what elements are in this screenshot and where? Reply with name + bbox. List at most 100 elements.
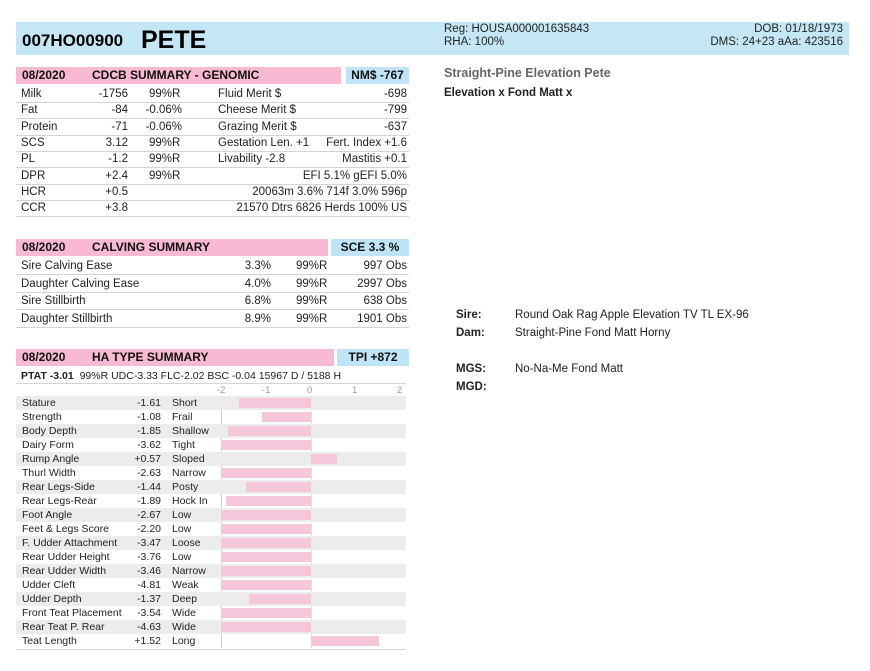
type-bar: [225, 496, 311, 506]
type-descriptor: Hock In: [172, 495, 208, 507]
type-bar: [221, 566, 311, 576]
merit-value: -698: [383, 88, 407, 100]
merit-label: 21570 Dtrs 6826 Herds 100% US: [236, 202, 407, 215]
dam-label: Dam:: [456, 327, 485, 339]
date-of-birth: DOB: 01/18/1973: [754, 23, 843, 35]
calving-value: 3.3%: [244, 260, 271, 272]
type-bar: [221, 580, 311, 590]
type-value: -2.67: [137, 509, 161, 521]
scale-tick-label: 0: [307, 385, 313, 396]
type-section-header: 08/2020 HA TYPE SUMMARY TPI +872: [16, 349, 409, 366]
genomic-index-badge: NM$ -767: [346, 67, 409, 84]
calving-title: CALVING SUMMARY: [92, 240, 210, 254]
trait-value: +3.8: [105, 202, 128, 215]
type-trait: Rear Legs-Side: [22, 481, 95, 493]
calving-index-badge: SCE 3.3 %: [331, 239, 409, 256]
calving-trait: Sire Stillbirth: [21, 295, 86, 307]
merit-label: Grazing Merit $: [218, 120, 297, 133]
genomic-row: CCR +3.8 21570 Dtrs 6826 Herds 100% US: [16, 200, 409, 218]
type-value: -1.44: [137, 481, 161, 493]
type-trait: Teat Length: [22, 635, 77, 647]
type-trait: F. Udder Attachment: [22, 537, 118, 549]
trait-reliability: 99%R: [149, 136, 181, 149]
type-value: -3.54: [137, 607, 161, 619]
type-row: F. Udder Attachment -3.47 Loose: [16, 536, 406, 550]
type-row: Thurl Width -2.63 Narrow: [16, 466, 406, 480]
calving-obs: 1901 Obs: [357, 312, 407, 325]
type-value: -4.81: [137, 579, 161, 591]
scale-tick-label: -1: [262, 385, 271, 396]
type-row: Body Depth -1.85 Shallow: [16, 424, 406, 438]
type-descriptor: Weak: [172, 579, 199, 591]
trait-name: Protein: [21, 120, 58, 133]
type-title: HA TYPE SUMMARY: [92, 350, 209, 364]
type-date: 08/2020: [22, 350, 66, 364]
merit-value: -637: [383, 120, 407, 133]
merit-value: Fert. Index +1.6: [326, 136, 407, 149]
trait-reliability: 99%R: [149, 153, 181, 166]
type-trait: Thurl Width: [22, 467, 76, 479]
merit-value: -799: [383, 104, 407, 117]
type-descriptor: Tight: [172, 439, 195, 451]
merit-value: Mastitis +0.1: [342, 153, 407, 166]
genomic-row: PL -1.2 99%R Livability -2.8 Mastitis +0.1: [16, 151, 409, 169]
calving-row: Daughter Calving Ease 4.0% 99%R 2997 Obs: [16, 276, 409, 293]
type-bar: [249, 594, 311, 604]
type-trait: Rear Udder Height: [22, 551, 110, 563]
sire-name: Round Oak Rag Apple Elevation TV TL EX-9…: [515, 309, 749, 321]
registration-block: Reg: HOUSA000001635843 RHA: 100%: [444, 23, 589, 49]
type-descriptor: Narrow: [172, 565, 206, 577]
type-value: -2.20: [137, 523, 161, 535]
trait-value: -1756: [98, 88, 128, 100]
trait-reliability: 99%R: [149, 88, 181, 100]
merit-label: Livability -2.8: [218, 153, 286, 166]
type-bar: [221, 552, 311, 562]
type-descriptor: Wide: [172, 607, 196, 619]
type-bar: [227, 426, 311, 436]
merit-label: Cheese Merit $: [218, 104, 296, 117]
type-row: Udder Cleft -4.81 Weak: [16, 578, 406, 592]
type-row: Rear Udder Width -3.46 Narrow: [16, 564, 406, 578]
calving-reliability: 99%R: [296, 312, 328, 325]
genomic-row: Milk -1756 99%R Fluid Merit $ -698: [16, 86, 409, 103]
genomic-date: 08/2020: [22, 68, 66, 82]
type-bar: [221, 510, 311, 520]
trait-name: Fat: [21, 104, 38, 117]
trait-value: +0.5: [105, 185, 128, 198]
type-descriptor: Narrow: [172, 467, 206, 479]
type-trait: Rear Udder Width: [22, 565, 107, 577]
type-descriptor: Wide: [172, 621, 196, 633]
dob-block: DOB: 01/18/1973 DMS: 24+23 aAa: 423516: [710, 23, 843, 49]
trait-name: HCR: [21, 185, 46, 198]
calving-obs: 2997 Obs: [357, 277, 407, 290]
type-descriptor: Loose: [172, 537, 201, 549]
type-trait: Rear Teat P. Rear: [22, 621, 105, 633]
type-divider: [16, 383, 406, 384]
type-row: Rear Teat P. Rear -4.63 Wide: [16, 620, 406, 634]
type-trait: Dairy Form: [22, 439, 74, 451]
type-value: -3.76: [137, 551, 161, 563]
type-value: -2.63: [137, 467, 161, 479]
scale-tick-label: -2: [217, 385, 226, 396]
mgs-label: MGS:: [456, 363, 487, 375]
type-descriptor: Deep: [172, 593, 198, 605]
type-row: Foot Angle -2.67 Low: [16, 508, 406, 522]
genomic-section-header: 08/2020 CDCB SUMMARY - GENOMIC NM$ -767: [16, 67, 409, 84]
type-descriptor: Low: [172, 523, 192, 535]
type-value: -3.62: [137, 439, 161, 451]
trait-percent: -0.06%: [145, 104, 182, 117]
type-descriptor: Low: [172, 551, 192, 563]
calving-value: 4.0%: [244, 277, 271, 290]
genomic-title: CDCB SUMMARY - GENOMIC: [92, 68, 260, 82]
type-bar: [246, 482, 311, 492]
type-bar: [311, 454, 337, 464]
merit-label: EFI 5.1% gEFI 5.0%: [302, 169, 407, 182]
genomic-row: DPR +2.4 99%R EFI 5.1% gEFI 5.0%: [16, 168, 409, 185]
type-trait: Stature: [22, 397, 56, 409]
trait-reliability: 99%R: [149, 169, 181, 182]
trait-name: CCR: [21, 202, 46, 215]
ptat-value: PTAT -3.01: [21, 370, 74, 382]
type-row: Stature -1.61 Short: [16, 396, 406, 410]
trait-percent: -0.06%: [145, 120, 182, 133]
type-value: -3.46: [137, 565, 161, 577]
